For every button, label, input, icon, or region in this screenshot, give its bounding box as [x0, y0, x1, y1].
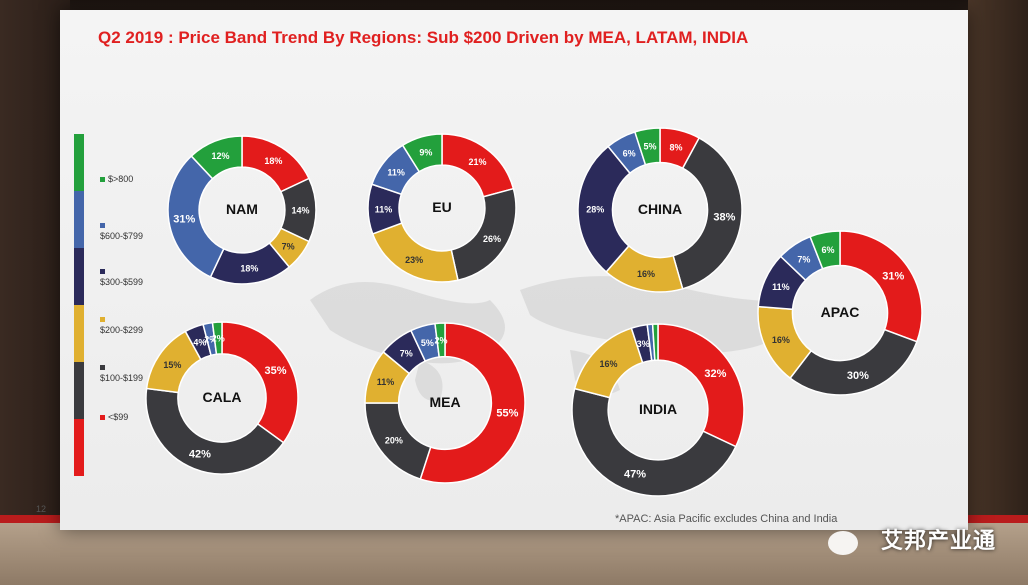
slice-percent-label: 11% [387, 167, 405, 177]
footnote: *APAC: Asia Pacific excludes China and I… [615, 513, 838, 525]
slice-percent-label: 2% [204, 335, 217, 345]
donut-slice [651, 323, 659, 362]
slice-percent-label: 3% [637, 339, 650, 349]
slice-percent-label: 2% [435, 335, 448, 345]
slide-title: Q2 2019 : Price Band Trend By Regions: S… [98, 28, 749, 47]
slice-percent-label: 14% [291, 206, 309, 216]
slice-percent-label: 18% [240, 263, 258, 273]
legend-item: $100-$199 [100, 362, 143, 384]
slice-percent-label: 6% [821, 245, 834, 255]
slice-percent-label: 2% [212, 334, 225, 344]
slice-percent-label: 7% [400, 349, 413, 359]
region-label: CHINA [637, 201, 683, 217]
donut-slice [789, 328, 918, 396]
wechat-logo-icon [828, 531, 858, 555]
donut-slice [419, 322, 526, 484]
donut-slice [221, 321, 299, 444]
slice-percent-label: 11% [772, 282, 790, 292]
slice-percent-label: 16% [599, 359, 617, 369]
slice-percent-label: 6% [623, 149, 636, 159]
region-label: NAM [226, 201, 258, 217]
legend-swatch-under-99 [74, 419, 84, 476]
donut-cala: 35% 42% 15% 4% 2% 2% CALA [145, 321, 299, 475]
slice-percent-label: 26% [483, 234, 501, 244]
donut-slice [672, 136, 743, 290]
donut-slice [839, 230, 923, 343]
slice-percent-label: 31% [882, 271, 904, 283]
region-label: EU [432, 199, 452, 215]
donut-slice [190, 135, 243, 180]
slice-percent-label: 7% [282, 241, 295, 251]
donut-nam: 18% 14% 7% 18% 31% 12% NAM [167, 135, 317, 285]
slice-percent-label: 15% [163, 360, 181, 370]
slice-percent-label: 11% [377, 377, 395, 387]
slice-percent-label: 30% [847, 370, 869, 382]
legend-color-bar [74, 134, 84, 476]
slice-percent-label: 38% [713, 212, 735, 224]
donut-india: 32% 47% 16% 3% INDIA [571, 323, 745, 497]
donut-svg: 55% 20% 11% 7% 5% 2% [364, 322, 526, 484]
slice-percent-label: 16% [772, 335, 790, 345]
donut-slice [371, 222, 459, 283]
legend-item: $300-$599 [100, 266, 143, 288]
presentation-slide: Q2 2019 : Price Band Trend By Regions: S… [60, 10, 968, 530]
donut-svg: 35%42%15%4%2%2% [145, 321, 299, 475]
slice-percent-label: 12% [211, 151, 229, 161]
legend-item: $200-$299 [100, 314, 143, 336]
slice-percent-label: 28% [586, 204, 604, 214]
slice-percent-label: 35% [264, 365, 286, 377]
legend-item: $600-$799 [100, 220, 143, 242]
slice-percent-label: 7% [797, 255, 810, 265]
region-label: APAC [820, 304, 860, 320]
slice-percent-label: 9% [419, 147, 432, 157]
donut-apac: 31% 30% 16% 11% 7% 6% APAC [757, 230, 923, 396]
legend-item: $>800 [100, 174, 140, 185]
legend-swatch-100-199 [74, 362, 84, 419]
region-label: CALA [202, 389, 242, 405]
slice-percent-label: 5% [421, 338, 434, 348]
slice-percent-label: 32% [704, 368, 726, 380]
donut-slice [145, 387, 285, 475]
slice-percent-label: 55% [496, 407, 518, 419]
donut-slice [657, 323, 745, 448]
slice-percent-label: 11% [375, 204, 393, 214]
donut-svg: 18% 14% 7% 18% 31% 12% [167, 135, 317, 285]
donut-slice [434, 322, 446, 358]
region-label: INDIA [638, 401, 678, 417]
slide-page-number: 12 [36, 504, 47, 514]
slice-percent-label: 5% [643, 142, 656, 152]
donut-eu: 21% 26% 23% 11% 11% 9% EU [367, 133, 517, 283]
slice-percent-label: 20% [385, 436, 403, 446]
donut-svg: 32% 47% 16% 3% [571, 323, 745, 497]
slice-percent-label: 47% [624, 468, 646, 480]
legend-swatch-300-599 [74, 248, 84, 305]
donut-svg: 21% 26% 23% 11% 11% 9% [367, 133, 517, 283]
legend-swatch-200-299 [74, 305, 84, 362]
donut-slice [401, 133, 443, 173]
room-background-right [968, 0, 1028, 585]
donut-slice [809, 230, 841, 270]
donut-slice [571, 387, 737, 497]
slice-percent-label: 42% [189, 448, 211, 460]
slice-percent-label: 31% [173, 214, 195, 226]
slice-percent-label: 18% [264, 156, 282, 166]
donut-mea: 55% 20% 11% 7% 5% 2% MEA [364, 322, 526, 484]
legend-swatch-800plus [74, 134, 84, 191]
slice-percent-label: 4% [193, 338, 206, 348]
legend-item: <$99 [100, 412, 140, 423]
donut-slice [211, 321, 223, 356]
donut-china: 8% 38% 16% 28% 6% 5% CHINA [577, 127, 743, 293]
region-label: MEA [429, 394, 461, 410]
donut-svg: 31% 30% 16% 11% 7% 6% [757, 230, 923, 396]
room-background-left [0, 0, 70, 585]
slice-percent-label: 23% [405, 255, 423, 265]
donut-slice [633, 127, 661, 166]
donut-slice [167, 154, 225, 278]
donut-svg: 8% 38% 16% 28% 6% 5% [577, 127, 743, 293]
slice-percent-label: 16% [637, 269, 655, 279]
slice-percent-label: 21% [469, 157, 487, 167]
slice-percent-label: 8% [669, 143, 682, 153]
legend-swatch-600-799 [74, 191, 84, 248]
watermark-text: 艾邦产业通 [880, 529, 996, 554]
